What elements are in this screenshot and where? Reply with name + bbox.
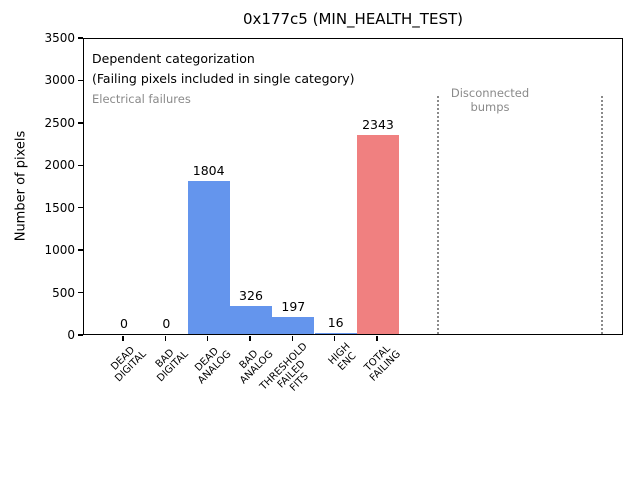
- x-tick-label: HIGH ENC: [326, 341, 359, 374]
- plot-area: 0 0 1804 326 197 16 2343 Dependent categorizat…: [83, 38, 623, 335]
- y-tick-label: 500: [52, 285, 75, 300]
- y-tick-mark: [78, 79, 83, 82]
- bar-value-label: 16: [327, 314, 344, 330]
- bar-value-label: 2343: [362, 117, 394, 133]
- y-tick-mark: [78, 122, 83, 124]
- disconnected-region-separator-right: [601, 96, 603, 334]
- y-tick-mark: [78, 249, 83, 251]
- y-tick-mark: [78, 164, 83, 167]
- y-tick-mark: [78, 334, 83, 336]
- bar-value-label: 0: [162, 316, 171, 331]
- bar-high-enc: [314, 332, 357, 334]
- x-tick-mark: [249, 336, 251, 341]
- x-tick-label: DEAD DIGITAL: [109, 344, 149, 385]
- y-tick-label: 3000: [44, 73, 75, 88]
- bar-threshold-failed-fits: [272, 317, 315, 334]
- y-tick-label: 0: [67, 328, 75, 342]
- bar-bad-analog: [229, 306, 272, 334]
- y-tick-label: 2000: [44, 158, 75, 173]
- x-tick-label: DEAD ANALOG: [192, 345, 234, 387]
- categorization-annotation: Dependent categorization (Failing pixels…: [92, 51, 355, 86]
- x-tick-label: BAD DIGITAL: [153, 347, 191, 385]
- x-tick-mark: [291, 336, 294, 341]
- x-tick-mark: [206, 336, 209, 341]
- disconnected-bumps-region-label: Disconnected bumps: [450, 86, 530, 114]
- y-axis-label: Number of pixels: [13, 130, 29, 242]
- x-tick-mark: [333, 336, 336, 341]
- y-tick-label: 3500: [44, 31, 75, 45]
- y-tick-label: 2500: [44, 115, 75, 130]
- x-tick-mark: [122, 336, 124, 341]
- bar-value-label: 0: [120, 316, 128, 331]
- chart-title: 0x177c5 (MIN_HEALTH_TEST): [243, 10, 463, 28]
- x-tick-label: TOTAL FAILING: [362, 343, 403, 384]
- bar-value-label: 1804: [192, 162, 225, 178]
- y-tick-mark: [78, 291, 83, 294]
- bar-dead-analog: [187, 180, 230, 334]
- y-tick-mark: [78, 206, 83, 209]
- x-tick-mark: [164, 336, 167, 341]
- bar-total-failing: [356, 135, 399, 334]
- y-tick-mark: [78, 37, 83, 39]
- bar-value-label: 326: [239, 288, 263, 304]
- electrical-failures-region-label: Electrical failures: [92, 92, 191, 106]
- x-tick-mark: [376, 336, 378, 341]
- y-tick-label: 1500: [44, 200, 75, 215]
- disconnected-region-separator-left: [437, 96, 439, 334]
- bar-value-label: 197: [281, 299, 306, 315]
- y-tick-label: 1000: [44, 243, 75, 258]
